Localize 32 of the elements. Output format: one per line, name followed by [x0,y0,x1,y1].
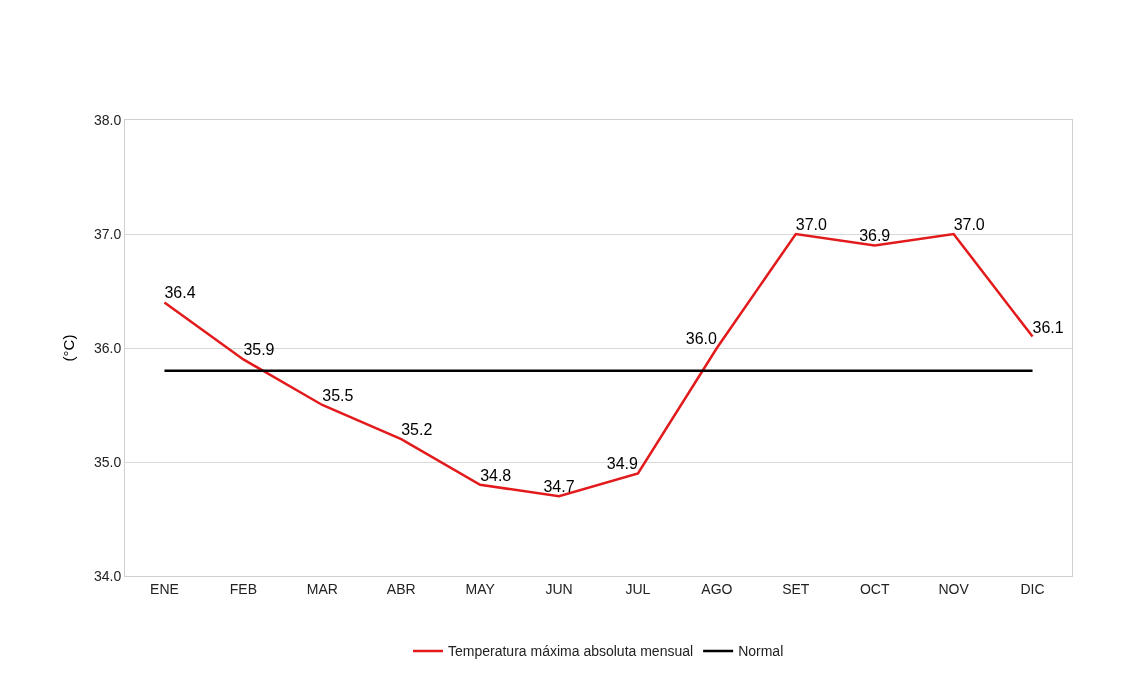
data-label: 35.5 [322,387,354,404]
x-tick-label: MAY [465,580,496,597]
x-tick-label: JUL [625,580,651,597]
data-label: 34.8 [480,466,512,484]
data-label: 35.9 [243,341,275,359]
data-label: 36.0 [685,330,717,347]
legend-label: Temperatura máxima absoluta mensual [448,643,694,660]
x-tick-label: ENE [150,580,179,597]
x-tick-label: ABR [386,580,416,597]
x-tick-label: MAR [306,580,338,597]
x-tick-label: NOV [938,580,970,597]
x-tick-label: FEB [229,580,257,597]
y-tick-label: 34.0 [93,567,122,584]
data-label: 34.7 [543,478,575,496]
data-label: 37.0 [953,216,985,233]
data-label: 36.4 [164,284,196,302]
y-tick-label: 37.0 [93,225,122,242]
y-tick-label: 35.0 [93,453,122,470]
data-label: 34.9 [606,455,639,473]
data-label: 35.2 [401,421,433,439]
x-tick-label: OCT [859,580,890,597]
data-label: 37.0 [795,216,828,233]
y-tick-label: 36.0 [93,339,122,356]
y-tick-label: 38.0 [93,111,122,128]
x-tick-label: DIC [1020,580,1045,597]
legend-label: Normal [738,643,784,660]
x-tick-label: AGO [701,580,733,597]
x-tick-label: JUN [545,580,573,597]
y-axis-title: (°C) [60,334,78,362]
data-label: 36.9 [859,227,891,245]
data-label: 36.1 [1032,318,1064,336]
x-tick-label: SET [782,580,810,597]
